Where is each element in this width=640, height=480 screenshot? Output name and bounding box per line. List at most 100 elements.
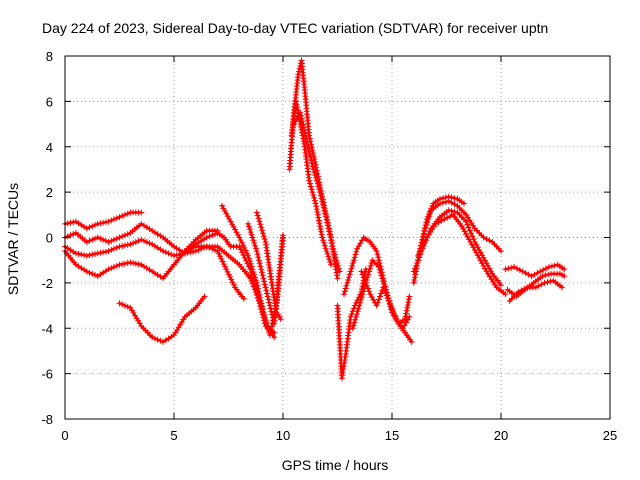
data-point <box>318 195 325 202</box>
data-point <box>253 209 260 216</box>
data-point <box>258 266 265 273</box>
axis-ticks: 0 5 10 15 20 25 -8 -6 -4 -2 0 2 4 6 8 <box>41 49 617 443</box>
data-point <box>293 101 300 108</box>
data-point <box>219 258 226 265</box>
data-point <box>385 297 392 304</box>
data-point <box>255 288 262 295</box>
data-point <box>319 198 326 205</box>
data-point <box>321 242 328 249</box>
data-point <box>271 329 278 336</box>
data-point <box>502 266 509 273</box>
data-point <box>352 316 359 323</box>
series-track-t <box>415 198 504 264</box>
data-point <box>375 257 382 264</box>
data-point <box>259 306 266 313</box>
data-point <box>233 229 240 236</box>
y-tick-label: 4 <box>46 140 53 155</box>
data-point <box>328 237 335 243</box>
data-point <box>245 220 252 227</box>
data-point <box>151 335 158 342</box>
data-point <box>138 236 145 243</box>
series-track-i <box>219 202 286 339</box>
data-point <box>100 236 107 243</box>
data-point <box>308 157 315 164</box>
data-point <box>381 287 388 294</box>
y-tick-label: 0 <box>46 231 53 246</box>
x-tick-label: 10 <box>276 428 290 443</box>
data-point <box>149 334 156 341</box>
data-point <box>498 248 504 255</box>
data-point <box>121 211 128 218</box>
data-point <box>256 257 262 264</box>
data-point <box>83 239 90 245</box>
data-point <box>219 202 225 209</box>
data-point <box>392 313 399 320</box>
data-point <box>102 237 109 244</box>
data-point <box>309 160 316 167</box>
data-point <box>157 337 164 344</box>
data-point <box>253 279 260 286</box>
data-point <box>420 233 427 240</box>
data-point <box>305 145 312 152</box>
data-point <box>303 136 310 143</box>
data-point <box>310 166 317 173</box>
data-point <box>299 118 306 125</box>
data-point <box>268 326 275 333</box>
data-point <box>310 192 317 198</box>
data-point <box>111 216 117 223</box>
data-point <box>324 222 331 229</box>
data-point <box>130 240 137 247</box>
data-point <box>257 297 264 304</box>
data-point <box>264 293 271 300</box>
data-point <box>498 282 504 289</box>
data-point <box>146 240 153 247</box>
data-point <box>83 268 90 275</box>
data-point <box>348 311 355 318</box>
data-point <box>416 250 423 257</box>
data-point <box>383 292 390 299</box>
data-point <box>309 147 316 154</box>
data-point <box>302 133 309 140</box>
data-point <box>230 223 237 230</box>
data-point <box>306 177 313 184</box>
data-point <box>335 265 342 272</box>
data-point <box>262 315 268 321</box>
data-point <box>328 261 334 268</box>
data-point <box>464 221 471 228</box>
data-point <box>357 299 364 306</box>
data-point <box>363 282 370 289</box>
data-point <box>351 254 358 261</box>
data-point <box>203 234 210 241</box>
data-point <box>256 218 263 225</box>
data-point <box>423 221 430 228</box>
data-point <box>257 221 264 228</box>
data-point <box>255 285 262 292</box>
data-point <box>154 336 161 343</box>
data-point <box>206 233 213 240</box>
data-point <box>332 254 339 261</box>
data-point <box>461 228 468 235</box>
y-tick-label: 6 <box>46 94 53 109</box>
data-point <box>466 227 473 234</box>
data-point <box>374 251 381 258</box>
x-tick-label: 5 <box>170 428 177 443</box>
data-point <box>260 233 267 240</box>
data-point <box>250 237 257 244</box>
data-point <box>297 109 304 116</box>
series-line <box>183 245 246 301</box>
data-point <box>347 313 354 320</box>
data-point <box>102 248 109 255</box>
data-point <box>465 224 472 231</box>
data-point <box>249 266 256 273</box>
data-point <box>358 268 365 275</box>
data-point <box>373 302 380 309</box>
data-point <box>255 254 262 261</box>
data-point <box>227 218 234 225</box>
data-point <box>258 300 265 307</box>
data-point <box>411 265 418 272</box>
data-point <box>359 271 366 278</box>
data-point <box>113 215 120 222</box>
data-point <box>105 218 112 225</box>
data-point <box>559 284 565 291</box>
data-point <box>323 216 330 223</box>
